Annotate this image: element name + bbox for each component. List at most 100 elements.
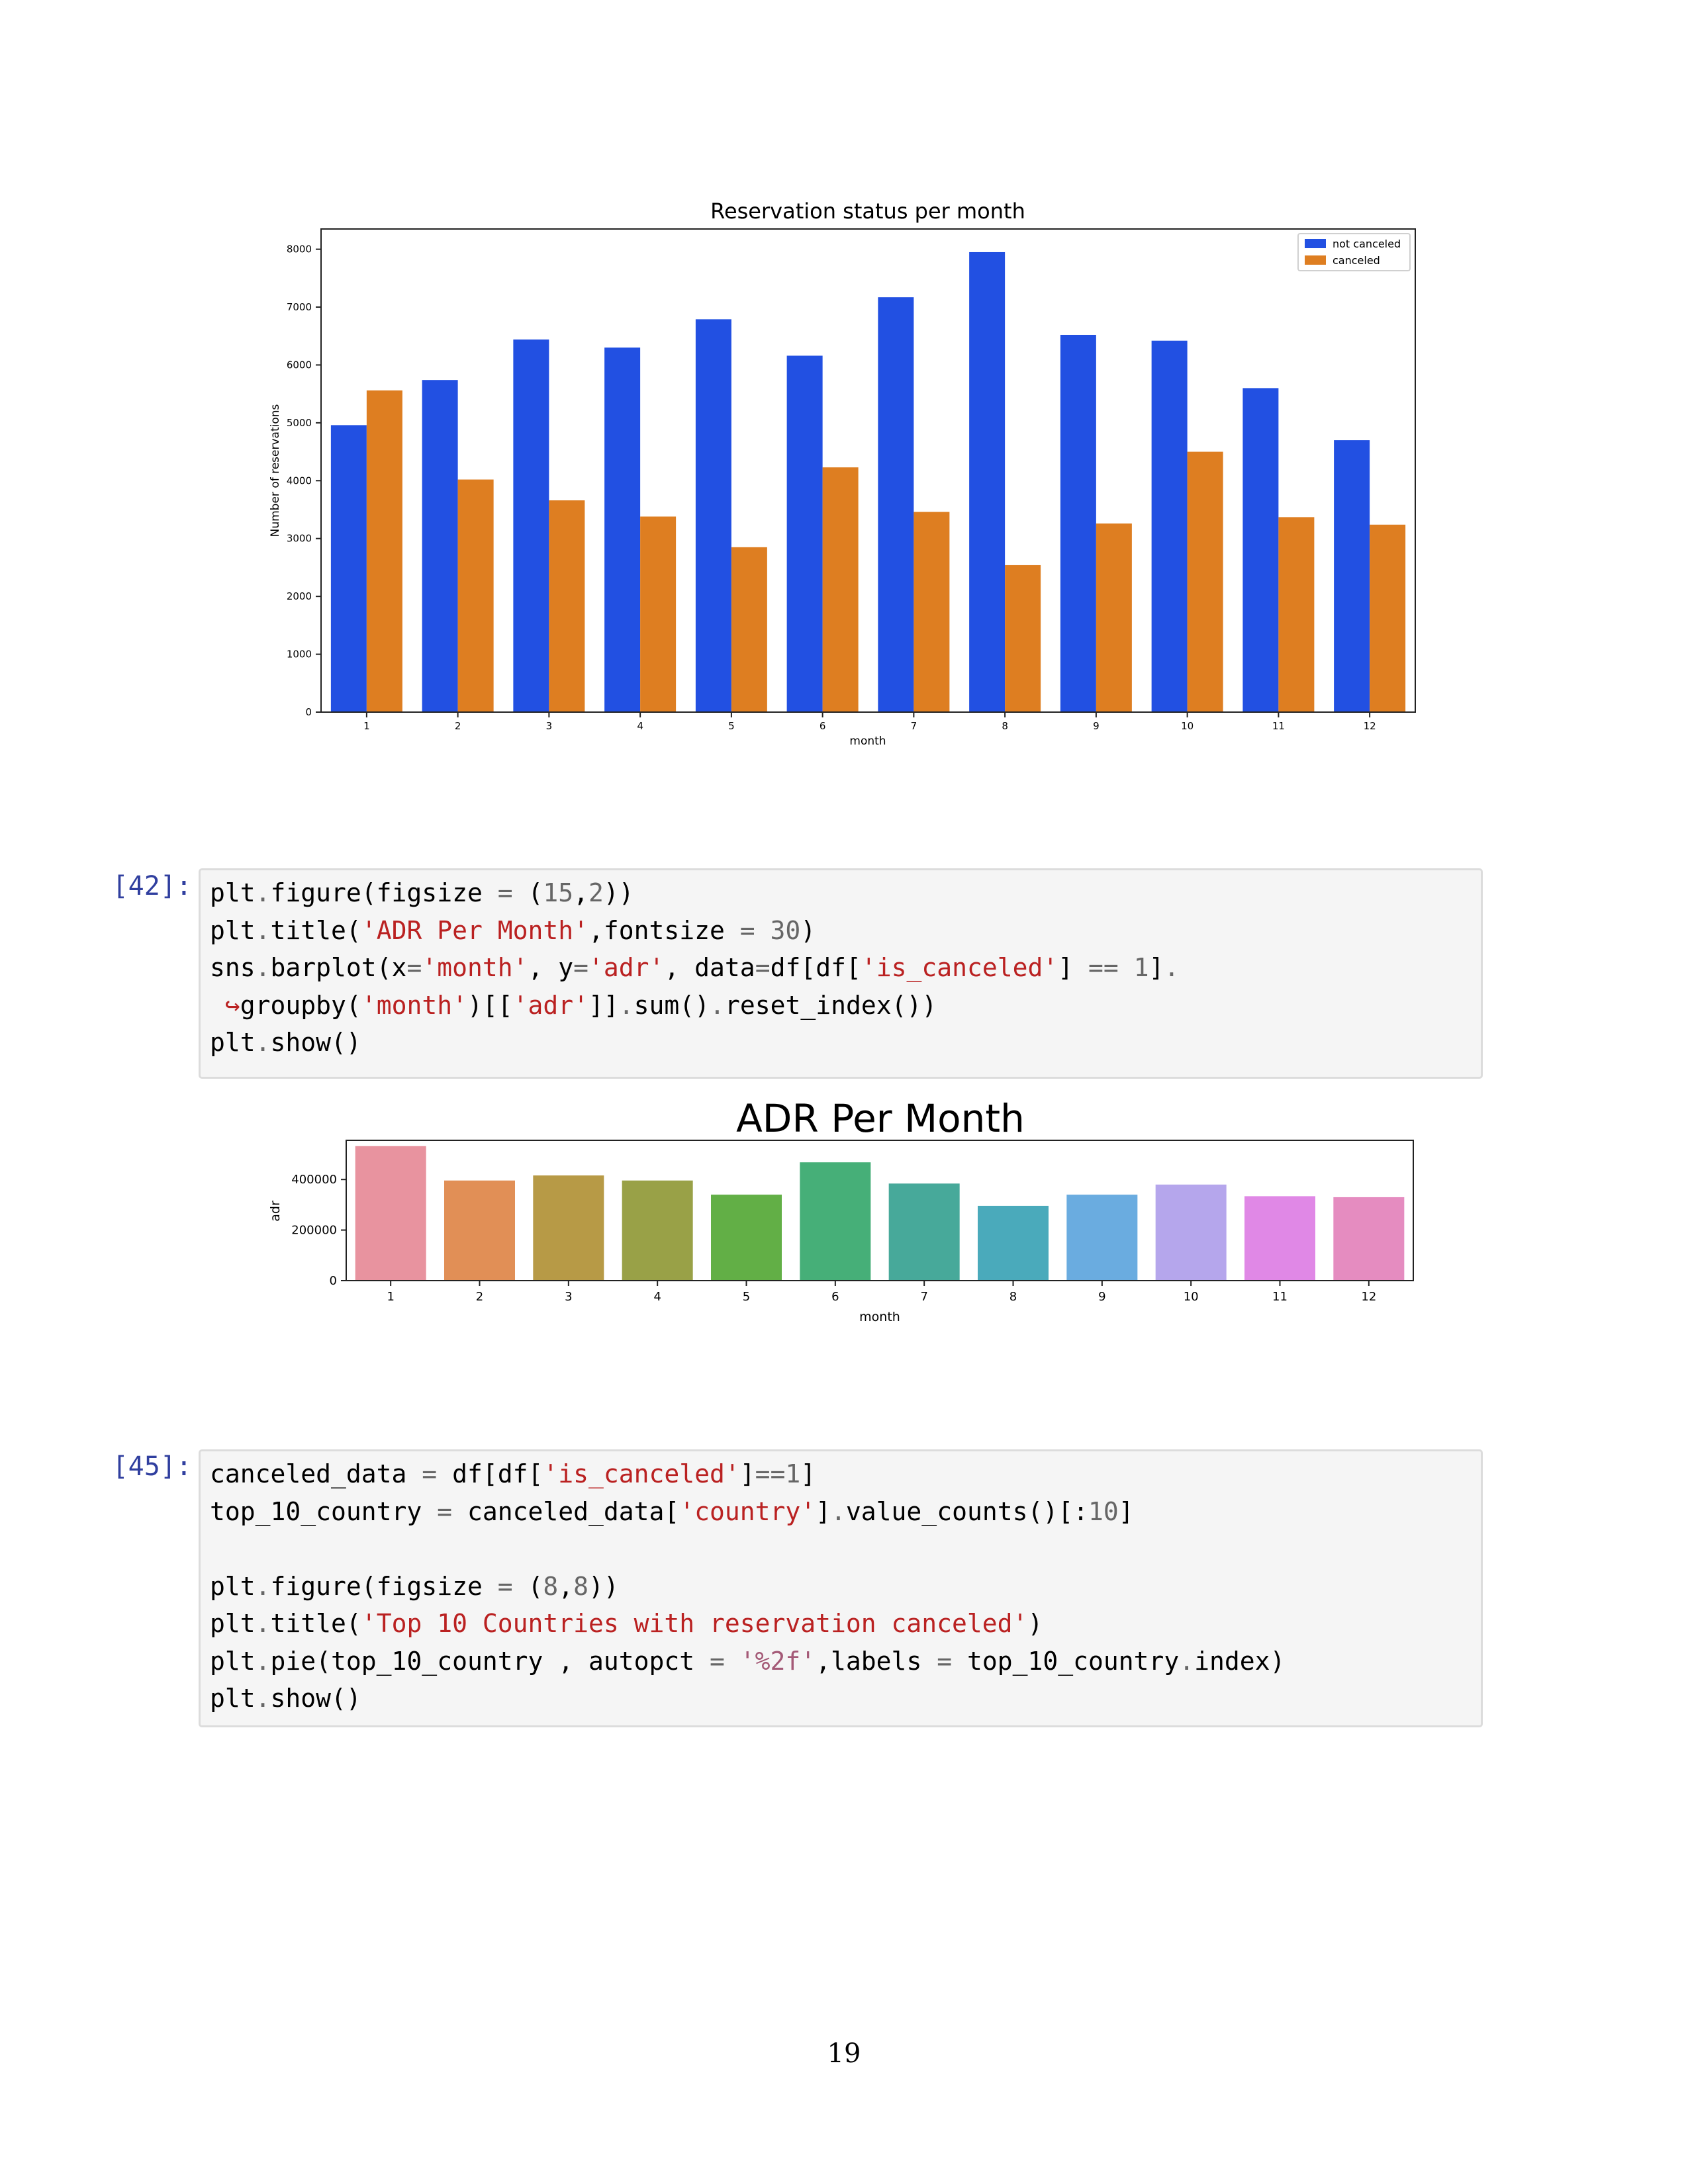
code-token: = [497,1571,513,1601]
bar-adr-month-10 [1155,1184,1227,1281]
code-line: plt.figure(figsize = (15,2)) [210,874,1481,912]
bar-adr-month-9 [1066,1195,1138,1281]
code-token: 'month' [422,953,528,982]
code-token: canceled_data[ [452,1496,680,1526]
x-tick-label: 5 [743,1290,750,1304]
legend-swatch-canceled [1305,255,1326,265]
y-tick-label: 7000 [287,301,312,313]
code-token: 'adr' [588,953,665,982]
code-token: 1 [1133,953,1149,982]
y-axis-label: Number of reservations [269,404,282,537]
code-token: show() [270,1028,361,1057]
code-token: . [255,1609,271,1638]
code-line: plt.show() [210,1024,1481,1062]
code-token: plt [210,1684,256,1713]
code-token: top_10_country [210,1496,438,1526]
code-line: sns.barplot(x='month', y='adr', data=df[… [210,949,1481,987]
code-token: = [755,953,771,982]
x-tick-label: 10 [1181,720,1194,732]
y-tick-label: 200000 [291,1224,337,1238]
code-cell[interactable]: canceled_data = df[df['is_canceled']==1]… [199,1449,1483,1727]
code-token: = [937,1646,953,1676]
code-token: == [755,1459,786,1488]
code-token: = [437,1496,453,1526]
code-token: plt [210,1609,256,1638]
x-tick-label: 7 [920,1290,927,1304]
code-token [725,1647,740,1676]
code-line [210,1530,1481,1568]
code-token: ]] [588,990,619,1020]
code-token: ( [512,878,543,907]
code-token: 'country' [679,1496,816,1526]
plot-frame [320,228,1416,713]
code-cell[interactable]: plt.figure(figsize = (15,2)) plt.title('A… [199,868,1483,1079]
x-tick-label: 8 [1009,1290,1017,1304]
legend-label-not-canceled: not canceled [1333,238,1401,250]
x-tick-label: 3 [546,720,553,732]
bar-not-canceled-month-8 [969,251,1006,712]
code-token: plt [210,915,256,945]
y-tick-label: 1000 [287,649,312,660]
code-token: . [1164,953,1180,982]
code-token: plt [210,1646,256,1676]
x-tick-label: 12 [1361,1290,1376,1304]
bar-canceled-month-8 [1005,565,1041,712]
code-line: plt.show() [210,1680,1481,1717]
code-token: . [255,1028,271,1057]
legend-label-canceled: canceled [1333,254,1380,267]
code-token: show() [270,1684,361,1713]
bar-canceled-month-4 [640,516,677,712]
bar-not-canceled-month-1 [330,425,367,712]
code-token: ) [1027,1609,1043,1638]
code-token: '%2f' [739,1646,816,1676]
code-token: , [573,878,589,907]
code-line: plt.title('ADR Per Month',fontsize = 30) [210,912,1481,950]
code-token: ( [512,1571,543,1601]
code-token: 10 [1088,1496,1119,1526]
x-tick-label: 12 [1364,720,1376,732]
code-token: 30 [770,915,801,945]
code-token: ] [1118,1496,1134,1526]
bar-adr-month-4 [622,1180,693,1281]
code-token: 'is_canceled' [861,953,1058,982]
code-token: )) [588,1571,619,1601]
bar-canceled-month-12 [1370,524,1406,712]
code-token: title( [270,915,361,945]
code-token: . [255,1571,271,1601]
bar-not-canceled-month-2 [422,380,458,712]
page-number: 19 [827,2038,861,2069]
bar-not-canceled-month-6 [786,355,823,712]
x-axis-label: month [859,1310,900,1324]
legend: not canceled canceled [1297,233,1411,271]
code-line: canceled_data = df[df['is_canceled']==1] [210,1455,1481,1493]
code-token: ] [816,1496,831,1526]
code-token: )) [603,878,634,907]
code-token: canceled_data [210,1459,422,1488]
code-line: top_10_country = canceled_data['country'… [210,1493,1481,1531]
code-token [755,916,771,945]
cell-prompt: [42]: [112,871,192,901]
code-token: figure(figsize [270,878,498,907]
x-tick-label: 3 [565,1290,572,1304]
code-token: . [255,915,271,945]
bar-canceled-month-9 [1096,523,1132,712]
code-token: ,labels [816,1646,937,1676]
cell-prompt: [45]: [112,1451,192,1482]
code-token: . [710,990,725,1020]
code-line: ↪groupby('month')[['adr']].sum().reset_i… [210,987,1481,1024]
y-axis-label: adr [268,1201,283,1222]
y-tick-label: 8000 [287,244,312,255]
bar-canceled-month-7 [914,512,950,712]
x-tick-label: 2 [476,1290,483,1304]
code-token: plt [210,1028,256,1057]
bar-adr-month-1 [355,1146,426,1281]
legend-swatch-not-canceled [1305,239,1326,248]
x-axis-label: month [849,735,886,748]
plot-frame [346,1140,1414,1281]
code-token: df[df[ [770,953,861,982]
code-token: , y [528,953,574,982]
y-tick-label: 2000 [287,590,312,602]
code-token: plt [210,878,256,907]
x-tick-label: 1 [363,720,370,732]
x-tick-label: 9 [1098,1290,1105,1304]
